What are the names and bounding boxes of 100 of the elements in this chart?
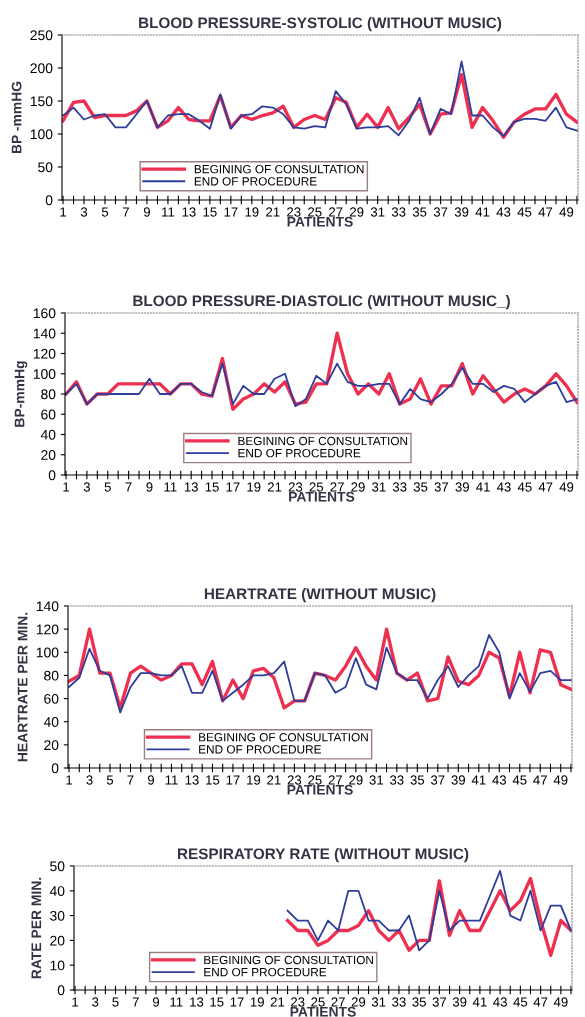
y-tick-label: 80: [41, 389, 56, 400]
x-tick-label: 1: [63, 482, 70, 492]
x-tick-label: 5: [101, 207, 109, 217]
legend-label: BEGINING OF CONSULTATION: [238, 436, 408, 446]
x-tick-label: 7: [132, 997, 139, 1007]
x-tick-label: 9: [143, 207, 150, 217]
x-tick-label: 3: [86, 775, 93, 785]
x-tick-label: 5: [112, 997, 119, 1007]
y-axis-title: HEARTRATE PER MIN.: [17, 612, 28, 762]
x-tick-label: 13: [185, 775, 199, 785]
y-tick-label: 20: [41, 450, 56, 460]
x-tick-label: 21: [266, 207, 280, 217]
x-tick-label: 33: [389, 775, 404, 785]
x-tick-label: 27: [328, 775, 343, 785]
x-tick-label: 29: [351, 997, 366, 1007]
y-tick-label: 100: [33, 369, 56, 379]
chart-title: HEARTRATE (WITHOUT MUSIC): [204, 587, 436, 603]
x-tick-label: 33: [392, 997, 406, 1007]
x-tick-label: 37: [432, 997, 447, 1007]
x-tick-label: 47: [538, 482, 553, 492]
legend-label: END OF PROCEDURE: [194, 177, 317, 186]
x-tick-label: 27: [330, 482, 344, 492]
x-tick-label: 49: [553, 997, 568, 1007]
x-tick-label: 7: [125, 482, 132, 492]
y-tick-label: 0: [45, 195, 53, 206]
y-tick-label: 80: [44, 670, 59, 681]
x-tick-label: 39: [455, 482, 469, 492]
x-tick-label: 19: [247, 482, 261, 492]
y-tick-label: 60: [44, 693, 59, 704]
x-tick-label: 47: [538, 207, 553, 217]
x-tick-label: 29: [350, 207, 364, 217]
x-tick-label: 3: [80, 207, 88, 217]
x-tick-label: 33: [391, 207, 406, 217]
x-tick-label: 15: [210, 997, 224, 1007]
x-tick-label: 5: [106, 775, 114, 785]
x-tick-label: 25: [308, 207, 322, 217]
x-tick-label: 7: [122, 207, 129, 217]
x-tick-label: 13: [182, 207, 196, 217]
x-tick-label: 31: [371, 997, 386, 1007]
x-tick-label: 45: [517, 482, 532, 492]
y-tick-label: 40: [40, 429, 56, 440]
x-tick-label: 17: [226, 775, 240, 785]
x-tick-label: 43: [496, 482, 511, 492]
x-tick-label: 13: [184, 482, 198, 492]
x-tick-label: 37: [434, 482, 449, 492]
x-tick-label: 41: [476, 482, 490, 492]
x-tick-label: 35: [410, 775, 425, 785]
y-tick-label: 100: [36, 647, 59, 658]
x-tick-label: 47: [533, 775, 547, 785]
y-tick-label: 40: [43, 717, 59, 727]
line-series: [62, 60, 578, 137]
y-tick-label: 0: [57, 985, 65, 996]
x-tick-label: 39: [451, 775, 466, 785]
y-tick-label: 0: [48, 470, 56, 481]
x-tick-label: 1: [60, 207, 67, 217]
x-tick-label: 23: [291, 997, 305, 1007]
x-tick-label: 29: [349, 775, 363, 785]
x-tick-label: 25: [309, 482, 324, 492]
x-tick-label: 35: [412, 997, 426, 1007]
x-tick-label: 9: [146, 482, 153, 492]
x-tick-label: 9: [147, 775, 155, 785]
x-tick-label: 17: [226, 482, 240, 492]
x-tick-label: 31: [370, 207, 385, 217]
x-tick-label: 49: [553, 775, 568, 785]
x-tick-label: 3: [83, 482, 90, 492]
y-axis-title: RATE PER MIN.: [31, 877, 42, 979]
y-axis-title: BP-mmHg: [14, 361, 28, 427]
chart-title: BLOOD PRESSURE-SYSTOLIC (WITHOUT MUSIC): [139, 16, 502, 32]
x-tick-label: 49: [559, 207, 574, 217]
x-tick-label: 5: [104, 482, 111, 492]
x-tick-label: 15: [205, 482, 219, 492]
x-axis-title: PATIENTS: [287, 216, 353, 227]
x-tick-label: 27: [331, 997, 345, 1007]
y-tick-label: 100: [30, 129, 53, 140]
x-tick-label: 37: [433, 207, 448, 217]
x-tick-label: 11: [170, 997, 183, 1007]
x-tick-label: 21: [267, 482, 282, 492]
x-tick-label: 49: [559, 482, 574, 492]
y-tick-label: 140: [33, 328, 56, 339]
x-tick-label: 45: [512, 775, 527, 785]
y-tick-label: 50: [50, 861, 65, 872]
legend-label: END OF PROCEDURE: [204, 967, 327, 977]
y-tick-label: 120: [33, 348, 56, 359]
legend-label: BEGINING OF CONSULTATION: [204, 955, 373, 965]
x-tick-label: 29: [351, 482, 365, 492]
y-tick-label: 30: [50, 910, 65, 921]
x-tick-label: 25: [311, 997, 325, 1007]
x-axis-title: PATIENTS: [290, 1006, 356, 1017]
x-tick-label: 45: [517, 207, 532, 217]
x-tick-label: 25: [308, 775, 322, 785]
x-tick-label: 27: [329, 207, 343, 217]
x-tick-label: 21: [270, 997, 285, 1007]
y-tick-label: 250: [30, 30, 53, 41]
x-tick-label: 35: [413, 482, 428, 492]
y-axis-title: BP -mmHG: [11, 81, 22, 154]
chart-title: BLOOD PRESSURE-DIASTOLIC (WITHOUT MUSIC_): [133, 294, 510, 310]
x-tick-label: 11: [165, 775, 178, 785]
legend-label: END OF PROCEDURE: [238, 448, 361, 458]
x-tick-label: 41: [471, 775, 486, 785]
x-tick-label: 23: [287, 775, 302, 785]
